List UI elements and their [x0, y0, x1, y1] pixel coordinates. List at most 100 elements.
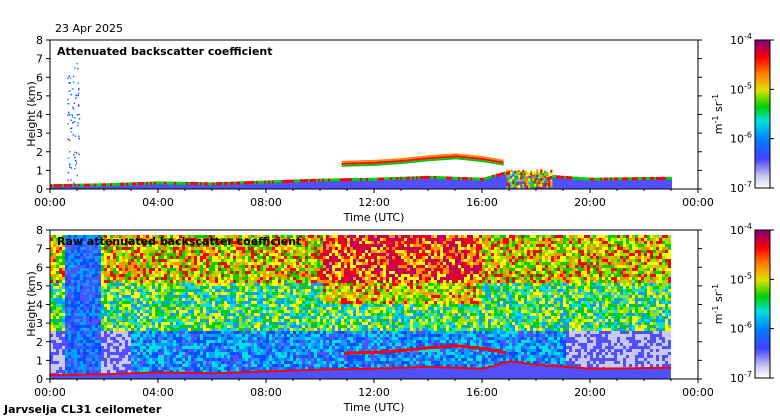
raw-cell: [242, 301, 245, 304]
raw-cell: [185, 334, 188, 337]
raw-cell: [158, 322, 161, 325]
raw-cell: [263, 298, 266, 301]
raw-cell: [191, 244, 194, 247]
raw-cell: [191, 340, 194, 343]
raw-cell: [86, 259, 89, 262]
layer-top-cell: [162, 181, 164, 185]
raw-surface-cell: [59, 376, 62, 379]
raw-cell: [224, 301, 227, 304]
raw-cell: [113, 274, 116, 277]
raw-cell: [56, 262, 59, 265]
layer-top-cell: [454, 176, 456, 180]
raw-cell: [86, 331, 89, 334]
raw-cell: [71, 238, 74, 241]
cloud-cell: [487, 161, 490, 164]
raw-cell: [101, 370, 104, 373]
raw-cell: [134, 268, 137, 271]
cloud-cell: [413, 158, 416, 161]
raw-cell: [77, 364, 80, 367]
raw-cell: [257, 256, 260, 259]
raw-cell: [74, 274, 77, 277]
cloud-cell: [421, 155, 424, 158]
surface-layer-cell: [436, 178, 438, 189]
raw-cell: [269, 310, 272, 313]
raw-cell: [104, 331, 107, 334]
cloud-cell: [447, 157, 450, 160]
cloud-cell: [481, 156, 484, 159]
raw-cell: [185, 331, 188, 334]
raw-cell: [203, 274, 206, 277]
raw-cell: [92, 286, 95, 289]
raw-cell: [89, 265, 92, 268]
raw-cell: [239, 328, 242, 331]
raw-cell: [131, 265, 134, 268]
raw-cell: [149, 316, 152, 319]
raw-cell: [161, 301, 164, 304]
layer-top-cell: [326, 178, 328, 182]
raw-cell: [110, 286, 113, 289]
raw-cell: [209, 268, 212, 271]
raw-cell: [200, 244, 203, 247]
raw-cell: [200, 262, 203, 265]
cloud-cell: [365, 160, 368, 163]
raw-cell: [197, 331, 200, 334]
raw-cell: [215, 364, 218, 367]
fog-cell: [546, 177, 549, 181]
raw-cell: [272, 346, 275, 349]
raw-cell: [122, 271, 125, 274]
raw-cell: [68, 337, 71, 340]
raw-cell: [128, 307, 131, 310]
raw-cell: [233, 370, 236, 373]
raw-cell: [113, 277, 116, 280]
raw-cell: [128, 262, 131, 265]
raw-cell: [95, 334, 98, 337]
raw-cell: [245, 265, 248, 268]
raw-cell: [137, 349, 140, 352]
raw-cell: [89, 235, 92, 238]
raw-cell: [128, 316, 131, 319]
raw-cell: [224, 334, 227, 337]
raw-cell: [149, 268, 152, 271]
raw-cell: [257, 337, 260, 340]
raw-cell: [173, 304, 176, 307]
raw-cell: [221, 334, 224, 337]
surface-layer-cell: [384, 179, 386, 189]
raw-cell: [158, 253, 161, 256]
raw-cell: [236, 286, 239, 289]
raw-cell: [251, 256, 254, 259]
precip-cell: [73, 102, 76, 105]
raw-cell: [119, 340, 122, 343]
raw-cell: [122, 265, 125, 268]
layer-top-cell: [268, 180, 270, 184]
raw-cell: [128, 346, 131, 349]
raw-cell: [134, 355, 137, 358]
raw-cell: [77, 367, 80, 370]
cloud-cell: [459, 155, 462, 158]
raw-cell: [125, 319, 128, 322]
raw-cell: [50, 256, 53, 259]
raw-cell: [221, 292, 224, 295]
fog-cell: [546, 171, 549, 175]
raw-cell: [137, 358, 140, 361]
raw-cell: [137, 304, 140, 307]
raw-surface-cell: [131, 374, 134, 379]
raw-cell: [71, 292, 74, 295]
precip-cell: [69, 166, 71, 168]
raw-cell: [215, 349, 218, 352]
raw-cell: [95, 250, 98, 253]
raw-cell: [224, 286, 227, 289]
fog-cell: [534, 170, 537, 174]
raw-cell: [203, 295, 206, 298]
raw-cell: [224, 256, 227, 259]
raw-cell: [236, 277, 239, 280]
raw-cell: [89, 346, 92, 349]
raw-cell: [242, 328, 245, 331]
raw-cell: [56, 268, 59, 271]
raw-cell: [260, 292, 263, 295]
raw-cell: [77, 313, 80, 316]
raw-cell: [50, 241, 53, 244]
cloud-cell: [443, 154, 446, 157]
raw-cell: [230, 355, 233, 358]
raw-cell: [245, 322, 248, 325]
raw-cell: [266, 250, 269, 253]
